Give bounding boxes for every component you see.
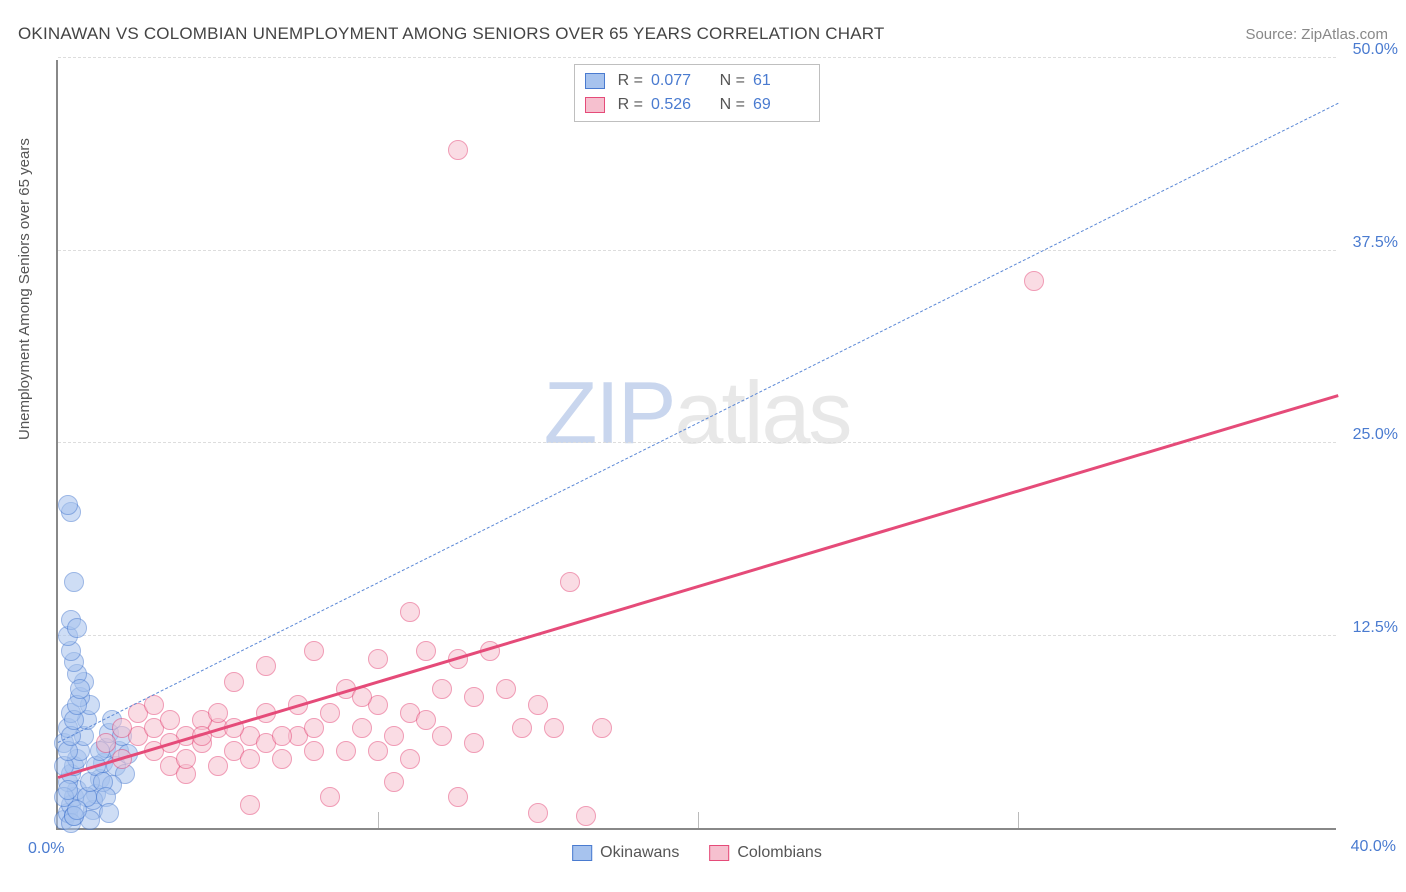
data-point <box>352 718 372 738</box>
data-point <box>58 780 78 800</box>
data-point <box>67 618 87 638</box>
trend-line <box>58 103 1338 743</box>
data-point <box>272 726 292 746</box>
legend-r-value-0: 0.077 <box>651 72 707 90</box>
legend-r-value-1: 0.526 <box>651 96 707 114</box>
data-point <box>70 679 90 699</box>
legend-row-colombians: R = 0.526 N = 69 <box>585 93 809 117</box>
data-point <box>416 641 436 661</box>
data-point <box>512 718 532 738</box>
data-point <box>240 795 260 815</box>
data-point <box>560 572 580 592</box>
data-point <box>464 687 484 707</box>
data-point <box>368 649 388 669</box>
legend-swatch-colombians <box>585 97 605 113</box>
y-tick-label: 12.5% <box>1353 619 1398 637</box>
scatter-plot: ZIPatlas R = 0.077 N = 61 R = 0.526 N = … <box>56 60 1336 830</box>
legend-swatch-colombians <box>709 845 729 861</box>
gridline-horizontal <box>58 635 1336 636</box>
y-tick-label: 37.5% <box>1353 234 1398 252</box>
x-tick-mark <box>698 812 699 828</box>
legend-r-label: R = <box>613 96 643 114</box>
data-point <box>528 803 548 823</box>
data-point <box>416 710 436 730</box>
legend-n-label: N = <box>715 96 745 114</box>
gridline-horizontal <box>58 442 1336 443</box>
data-point <box>336 741 356 761</box>
data-point <box>1024 271 1044 291</box>
data-point <box>400 749 420 769</box>
data-point <box>240 749 260 769</box>
data-point <box>96 733 116 753</box>
legend-swatch-okinawans <box>585 73 605 89</box>
data-point <box>304 641 324 661</box>
data-point <box>464 733 484 753</box>
series-legend: Okinawans Colombians <box>572 844 822 862</box>
legend-item-okinawans: Okinawans <box>572 844 679 862</box>
chart-title: OKINAWAN VS COLOMBIAN UNEMPLOYMENT AMONG… <box>18 24 884 44</box>
data-point <box>208 703 228 723</box>
x-tick-origin: 0.0% <box>28 840 64 858</box>
y-tick-label: 50.0% <box>1353 41 1398 59</box>
y-tick-label: 25.0% <box>1353 426 1398 444</box>
data-point <box>99 803 119 823</box>
data-point <box>112 718 132 738</box>
data-point <box>448 787 468 807</box>
data-point <box>400 602 420 622</box>
legend-label-colombians: Colombians <box>737 844 821 862</box>
data-point <box>384 772 404 792</box>
legend-n-value-1: 69 <box>753 96 809 114</box>
data-point <box>432 679 452 699</box>
legend-swatch-okinawans <box>572 845 592 861</box>
legend-label-okinawans: Okinawans <box>600 844 679 862</box>
legend-r-label: R = <box>613 72 643 90</box>
trend-line <box>58 394 1339 779</box>
data-point <box>544 718 564 738</box>
data-point <box>272 749 292 769</box>
legend-row-okinawans: R = 0.077 N = 61 <box>585 69 809 93</box>
data-point <box>320 703 340 723</box>
data-point <box>304 718 324 738</box>
data-point <box>64 572 84 592</box>
data-point <box>224 672 244 692</box>
watermark-part1: ZIP <box>544 363 675 462</box>
x-tick-mark <box>1018 812 1019 828</box>
watermark: ZIPatlas <box>544 362 851 464</box>
legend-item-colombians: Colombians <box>709 844 821 862</box>
data-point <box>528 695 548 715</box>
data-point <box>160 710 180 730</box>
data-point <box>208 756 228 776</box>
x-tick-mark <box>378 812 379 828</box>
legend-n-value-0: 61 <box>753 72 809 90</box>
data-point <box>320 787 340 807</box>
data-point <box>576 806 596 826</box>
legend-n-label: N = <box>715 72 745 90</box>
y-axis-label: Unemployment Among Seniors over 65 years <box>16 138 33 440</box>
data-point <box>58 495 78 515</box>
data-point <box>432 726 452 746</box>
data-point <box>496 679 516 699</box>
x-tick-max: 40.0% <box>1351 838 1396 856</box>
gridline-horizontal <box>58 57 1336 58</box>
data-point <box>384 726 404 746</box>
data-point <box>304 741 324 761</box>
data-point <box>256 656 276 676</box>
correlation-legend: R = 0.077 N = 61 R = 0.526 N = 69 <box>574 64 820 122</box>
data-point <box>592 718 612 738</box>
data-point <box>448 140 468 160</box>
data-point <box>368 741 388 761</box>
data-point <box>176 749 196 769</box>
watermark-part2: atlas <box>675 363 851 462</box>
gridline-horizontal <box>58 250 1336 251</box>
data-point <box>67 800 87 820</box>
